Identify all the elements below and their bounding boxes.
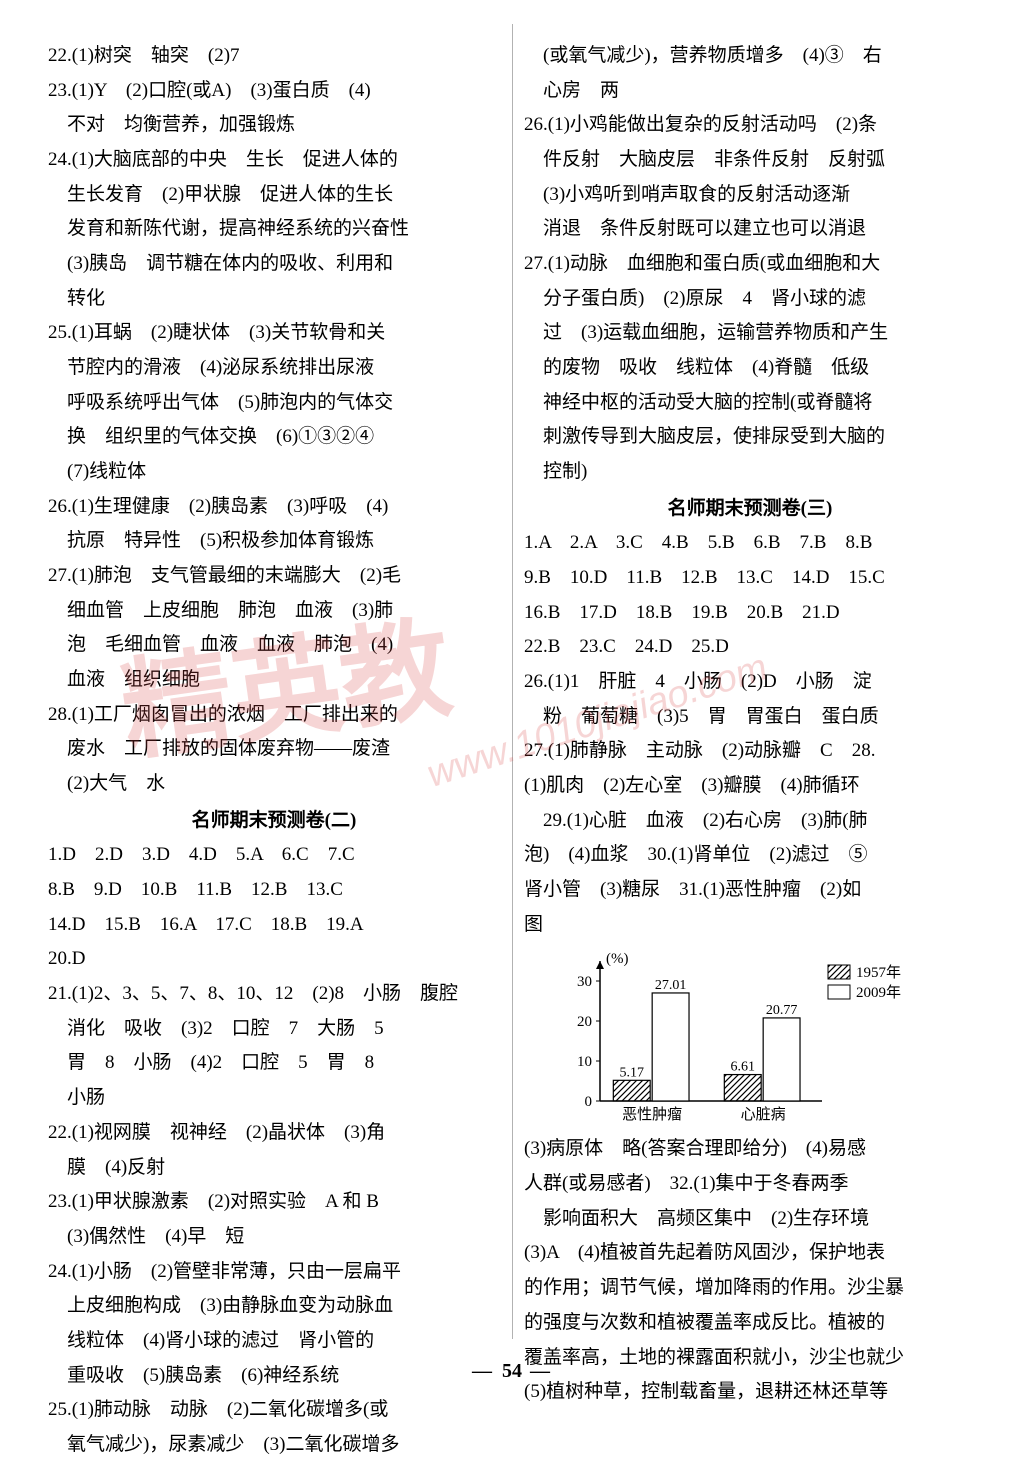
answer-line: 8.B 9.D 10.B 11.B 12.B 13.C	[48, 874, 500, 907]
answer-line: 件反射 大脑皮层 非条件反射 反射弧	[524, 144, 976, 177]
answer-line: 20.D	[48, 943, 500, 976]
answer-line: 氧气减少)，尿素减少 (3)二氧化碳增多	[48, 1429, 500, 1462]
answer-line: 27.(1)动脉 血细胞和蛋白质(或血细胞和大	[524, 248, 976, 281]
svg-text:0: 0	[585, 1094, 593, 1110]
answer-line: 26.(1)小鸡能做出复杂的反射活动吗 (2)条	[524, 109, 976, 142]
answer-line: 小肠	[48, 1082, 500, 1115]
answer-line: (3)胰岛 调节糖在体内的吸收、利用和	[48, 248, 500, 281]
answer-line: 细血管 上皮细胞 肺泡 血液 (3)肺	[48, 595, 500, 628]
svg-text:6.61: 6.61	[730, 1060, 755, 1075]
answer-line: 心房 两	[524, 75, 976, 108]
left-column: 22.(1)树突 轴突 (2)723.(1)Y (2)口腔(或A) (3)蛋白质…	[48, 40, 500, 1464]
answer-line: (7)线粒体	[48, 456, 500, 489]
answer-line: (2)大气 水	[48, 768, 500, 801]
answer-line: (1)肌肉 (2)左心室 (3)瓣膜 (4)肺循环	[524, 770, 976, 803]
svg-text:恶性肿瘤: 恶性肿瘤	[622, 1106, 682, 1123]
answer-line: 线粒体 (4)肾小球的滤过 肾小管的	[48, 1325, 500, 1358]
answer-line: 9.B 10.D 11.B 12.B 13.C 14.D 15.C	[524, 562, 976, 595]
answer-line: 1.D 2.D 3.D 4.D 5.A 6.C 7.C	[48, 839, 500, 872]
answer-line: 人群(或易感者) 32.(1)集中于冬春两季	[524, 1168, 976, 1201]
answer-line: 的作用；调节气候，增加降雨的作用。沙尘暴	[524, 1272, 976, 1305]
answer-line: 肾小管 (3)糖尿 31.(1)恶性肿瘤 (2)如	[524, 874, 976, 907]
answer-line: 分子蛋白质) (2)原尿 4 肾小球的滤	[524, 283, 976, 316]
answer-line: 16.B 17.D 18.B 19.B 20.B 21.D	[524, 597, 976, 630]
answer-line: 发育和新陈代谢，提高神经系统的兴奋性	[48, 213, 500, 246]
page-number: 54	[502, 1360, 522, 1382]
answer-line: 刺激传导到大脑皮层，使排尿受到大脑的	[524, 421, 976, 454]
svg-text:(%): (%)	[606, 951, 629, 967]
answer-line: (3)小鸡听到哨声取食的反射活动逐渐	[524, 179, 976, 212]
answer-line: 废水 工厂排放的固体废弃物——废渣	[48, 733, 500, 766]
answer-line: 上皮细胞构成 (3)由静脉血变为动脉血	[48, 1290, 500, 1323]
answer-line: 换 组织里的气体交换 (6)①③②④	[48, 421, 500, 454]
answer-line: 28.(1)工厂烟囱冒出的浓烟 工厂排出来的	[48, 699, 500, 732]
answer-line: 消退 条件反射既可以建立也可以消退	[524, 213, 976, 246]
answer-line: 25.(1)肺动脉 动脉 (2)二氧化碳增多(或	[48, 1394, 500, 1427]
svg-text:心脏病: 心脏病	[741, 1106, 786, 1123]
answer-line: 24.(1)小肠 (2)管壁非常薄，只由一层扁平	[48, 1256, 500, 1289]
right-column: (或氧气减少)，营养物质增多 (4)③ 右 心房 两26.(1)小鸡能做出复杂的…	[524, 40, 976, 1464]
answer-line: (3)病原体 略(答案合理即给分) (4)易感	[524, 1133, 976, 1166]
answer-line: (或氧气减少)，营养物质增多 (4)③ 右	[524, 40, 976, 73]
answer-line: 过 (3)运载血细胞，运输营养物质和产生	[524, 317, 976, 350]
answer-line: 呼吸系统呼出气体 (5)肺泡内的气体交	[48, 387, 500, 420]
page-footer: —54—	[0, 1360, 1024, 1383]
answer-line: 泡 毛细血管 血液 血液 肺泡 (4)	[48, 629, 500, 662]
answer-line: 25.(1)耳蜗 (2)睫状体 (3)关节软骨和关	[48, 317, 500, 350]
answer-line: 图	[524, 909, 976, 942]
answer-line: 23.(1)甲状腺激素 (2)对照实验 A 和 B	[48, 1186, 500, 1219]
answer-line: 29.(1)心脏 血液 (2)右心房 (3)肺(肺	[524, 805, 976, 838]
answer-line: 21.(1)2、3、5、7、8、10、12 (2)8 小肠 腹腔	[48, 978, 500, 1011]
answer-line: 生长发育 (2)甲状腺 促进人体的生长	[48, 179, 500, 212]
answer-line: 转化	[48, 283, 500, 316]
answer-line: 神经中枢的活动受大脑的控制(或脊髓将	[524, 387, 976, 420]
section-title-2: 名师期末预测卷(二)	[48, 805, 500, 838]
section-title-3: 名师期末预测卷(三)	[524, 493, 976, 526]
svg-text:20.77: 20.77	[766, 1003, 798, 1018]
answer-line: 27.(1)肺静脉 主动脉 (2)动脉瓣 C 28.	[524, 735, 976, 768]
svg-text:1957年: 1957年	[856, 964, 901, 981]
answer-line: 22.(1)视网膜 视神经 (2)晶状体 (3)角	[48, 1117, 500, 1150]
answer-line: 控制)	[524, 456, 976, 489]
svg-text:30: 30	[577, 974, 592, 990]
answer-line: 23.(1)Y (2)口腔(或A) (3)蛋白质 (4)	[48, 75, 500, 108]
column-divider	[512, 24, 513, 1339]
answer-line: 26.(1)生理健康 (2)胰岛素 (3)呼吸 (4)	[48, 491, 500, 524]
answer-line: 14.D 15.B 16.A 17.C 18.B 19.A	[48, 909, 500, 942]
answer-line: 27.(1)肺泡 支气管最细的末端膨大 (2)毛	[48, 560, 500, 593]
answer-line: 节腔内的滑液 (4)泌尿系统排出尿液	[48, 352, 500, 385]
answer-line: 胃 8 小肠 (4)2 口腔 5 胃 8	[48, 1047, 500, 1080]
answer-line: 22.B 23.C 24.D 25.D	[524, 631, 976, 664]
answer-line: 的强度与次数和植被覆盖率成反比。植被的	[524, 1307, 976, 1340]
svg-text:2009年: 2009年	[856, 984, 901, 1001]
svg-text:5.17: 5.17	[619, 1066, 644, 1081]
answer-line: 1.A 2.A 3.C 4.B 5.B 6.B 7.B 8.B	[524, 527, 976, 560]
answer-line: 膜 (4)反射	[48, 1152, 500, 1185]
answer-line: 26.(1)1 肝脏 4 小肠 (2)D 小肠 淀	[524, 666, 976, 699]
answer-line: 粉 葡萄糖 (3)5 胃 胃蛋白 蛋白质	[524, 701, 976, 734]
svg-text:27.01: 27.01	[655, 978, 687, 993]
answer-line: 消化 吸收 (3)2 口腔 7 大肠 5	[48, 1013, 500, 1046]
answer-line: 影响面积大 高频区集中 (2)生存环境	[524, 1203, 976, 1236]
svg-text:20: 20	[577, 1014, 592, 1030]
answer-line: 抗原 特异性 (5)积极参加体育锻炼	[48, 525, 500, 558]
svg-text:10: 10	[577, 1054, 592, 1070]
answer-line: 24.(1)大脑底部的中央 生长 促进人体的	[48, 144, 500, 177]
answer-line: 泡) (4)血浆 30.(1)肾单位 (2)滤过 ⑤	[524, 839, 976, 872]
answer-line: (3)A (4)植被首先起着防风固沙，保护地表	[524, 1237, 976, 1270]
answer-line: 不对 均衡营养，加强锻炼	[48, 109, 500, 142]
answer-line: 22.(1)树突 轴突 (2)7	[48, 40, 500, 73]
bar-chart: 0 10 20 30 (%) 5.17 27.01 恶性肿瘤 6.61 20.77 心脏病 1957年…	[552, 949, 932, 1129]
answer-line: 的废物 吸收 线粒体 (4)脊髓 低级	[524, 352, 976, 385]
answer-line: 血液 组织细胞	[48, 664, 500, 697]
answer-line: (3)偶然性 (4)早 短	[48, 1221, 500, 1254]
